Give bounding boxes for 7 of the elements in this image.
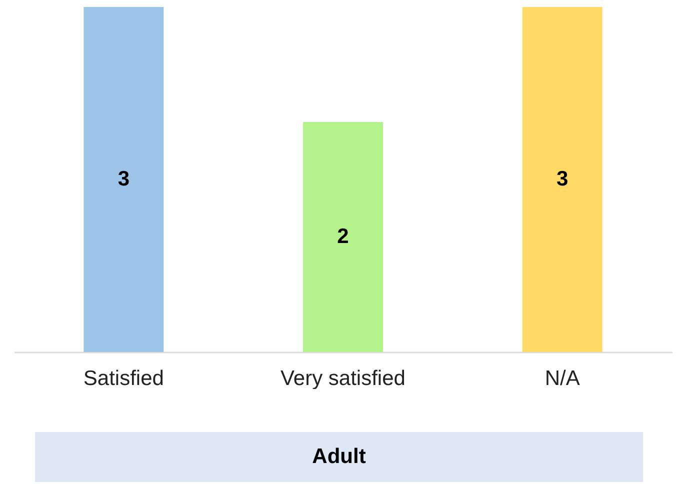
x-tick-label: Satisfied bbox=[83, 367, 164, 390]
data-label: 2 bbox=[337, 225, 349, 248]
data-label: 3 bbox=[556, 168, 568, 190]
label-box: Adult bbox=[35, 432, 643, 482]
x-tick-label: N/A bbox=[544, 367, 580, 390]
x-tick-label: Very satisfied bbox=[280, 367, 406, 390]
data-label: 3 bbox=[118, 168, 130, 190]
